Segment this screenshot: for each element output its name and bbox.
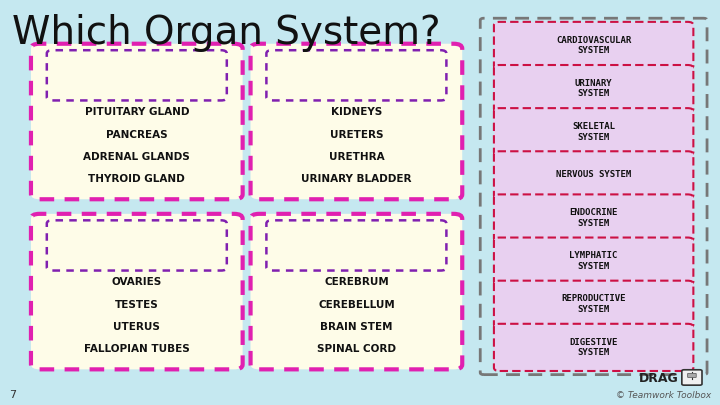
Text: CEREBELLUM: CEREBELLUM <box>318 300 395 310</box>
FancyBboxPatch shape <box>682 370 702 385</box>
Text: URINARY BLADDER: URINARY BLADDER <box>301 174 412 184</box>
FancyBboxPatch shape <box>251 214 462 369</box>
Text: DRAG: DRAG <box>639 372 678 385</box>
Text: REPRODUCTIVE
SYSTEM: REPRODUCTIVE SYSTEM <box>562 294 626 314</box>
FancyBboxPatch shape <box>31 44 243 199</box>
FancyBboxPatch shape <box>494 108 693 156</box>
FancyBboxPatch shape <box>494 194 693 241</box>
Text: DIGESTIVE
SYSTEM: DIGESTIVE SYSTEM <box>570 337 618 357</box>
Text: PANCREAS: PANCREAS <box>106 130 168 140</box>
FancyBboxPatch shape <box>494 237 693 285</box>
Text: 7: 7 <box>9 390 16 400</box>
FancyBboxPatch shape <box>266 220 446 271</box>
FancyBboxPatch shape <box>494 281 693 328</box>
FancyBboxPatch shape <box>251 44 462 199</box>
Text: SKELETAL
SYSTEM: SKELETAL SYSTEM <box>572 122 615 142</box>
Text: © Teamwork Toolbox: © Teamwork Toolbox <box>616 391 711 400</box>
Text: URETERS: URETERS <box>330 130 383 140</box>
FancyBboxPatch shape <box>494 151 693 198</box>
FancyBboxPatch shape <box>480 18 707 375</box>
Text: Which Organ System?: Which Organ System? <box>12 14 441 52</box>
Text: URETHRA: URETHRA <box>328 152 384 162</box>
Text: ENDOCRINE
SYSTEM: ENDOCRINE SYSTEM <box>570 208 618 228</box>
Text: URINARY
SYSTEM: URINARY SYSTEM <box>575 79 613 98</box>
Text: LYMPHATIC
SYSTEM: LYMPHATIC SYSTEM <box>570 251 618 271</box>
Text: UTERUS: UTERUS <box>113 322 161 332</box>
FancyBboxPatch shape <box>494 22 693 69</box>
Text: FALLOPIAN TUBES: FALLOPIAN TUBES <box>84 344 189 354</box>
Text: CARDIOVASCULAR
SYSTEM: CARDIOVASCULAR SYSTEM <box>556 36 631 55</box>
Text: KIDNEYS: KIDNEYS <box>330 107 382 117</box>
Text: CEREBRUM: CEREBRUM <box>324 277 389 288</box>
Text: SPINAL CORD: SPINAL CORD <box>317 344 396 354</box>
Text: PITUITARY GLAND: PITUITARY GLAND <box>84 107 189 117</box>
FancyBboxPatch shape <box>47 220 227 271</box>
FancyBboxPatch shape <box>494 324 693 371</box>
Text: NERVOUS SYSTEM: NERVOUS SYSTEM <box>556 171 631 179</box>
Text: ADRENAL GLANDS: ADRENAL GLANDS <box>84 152 190 162</box>
FancyBboxPatch shape <box>31 214 243 369</box>
FancyBboxPatch shape <box>688 373 696 377</box>
Text: TESTES: TESTES <box>115 300 158 310</box>
FancyBboxPatch shape <box>266 50 446 100</box>
Text: THYROID GLAND: THYROID GLAND <box>89 174 185 184</box>
FancyBboxPatch shape <box>47 50 227 100</box>
Text: OVARIES: OVARIES <box>112 277 162 288</box>
FancyBboxPatch shape <box>494 65 693 112</box>
Text: BRAIN STEM: BRAIN STEM <box>320 322 392 332</box>
